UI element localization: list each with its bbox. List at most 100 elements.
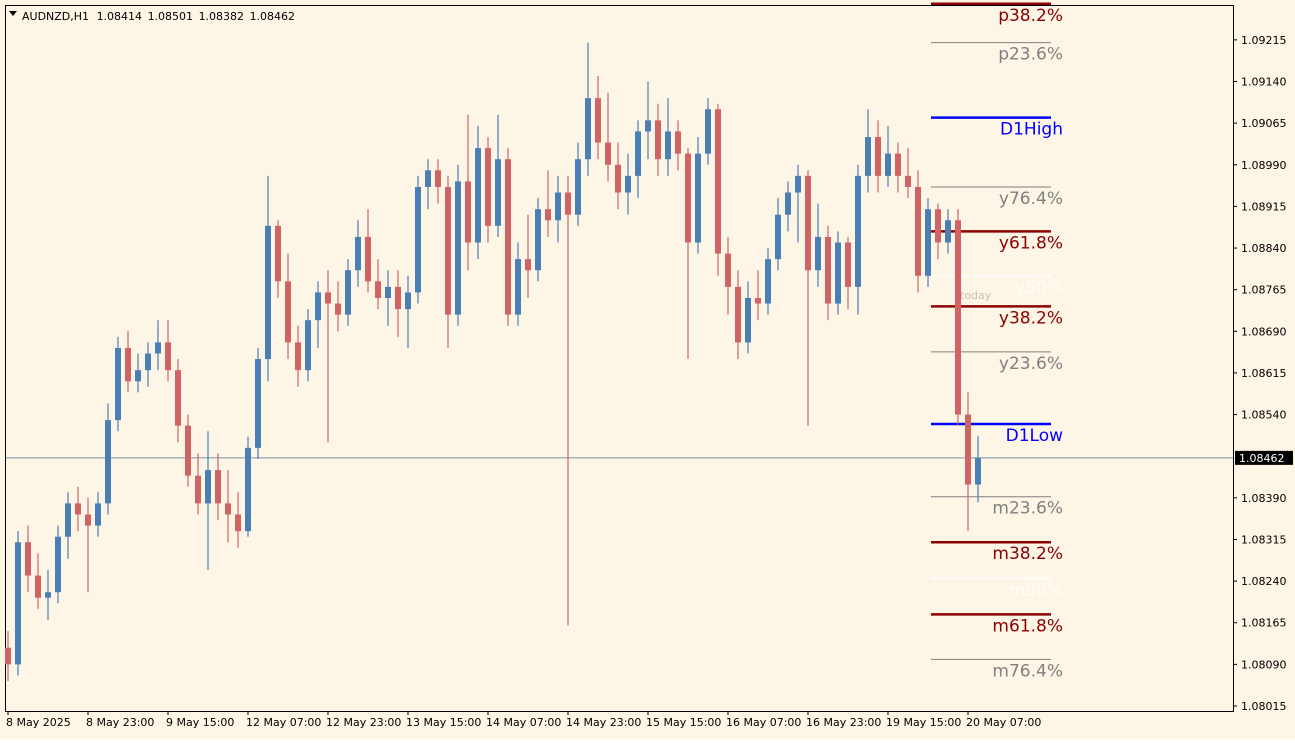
candle-body bbox=[185, 425, 191, 476]
candle-body bbox=[805, 175, 811, 271]
y-tick-label: 1.08765 bbox=[1241, 284, 1287, 297]
level-label: m23.6% bbox=[992, 499, 1063, 519]
y-tick-label: 1.09215 bbox=[1241, 34, 1287, 47]
menu-arrow bbox=[9, 11, 17, 16]
candle-body bbox=[75, 503, 81, 515]
candle-body bbox=[475, 148, 481, 243]
candle-body bbox=[815, 236, 821, 271]
candle-body bbox=[315, 292, 321, 321]
candle-body bbox=[295, 342, 301, 371]
candle-body bbox=[345, 270, 351, 315]
y-tick-label: 1.08090 bbox=[1241, 658, 1287, 671]
candle-body bbox=[225, 503, 231, 515]
candle-body bbox=[195, 475, 201, 504]
candle-body bbox=[305, 320, 311, 371]
candle-body bbox=[935, 209, 941, 243]
candle-body bbox=[655, 120, 661, 160]
x-tick-label: 12 May 07:00 bbox=[246, 716, 321, 729]
level-label: p38.2% bbox=[998, 6, 1063, 26]
candle-body bbox=[485, 148, 491, 226]
candle-body bbox=[215, 470, 221, 504]
x-tick-label: 9 May 15:00 bbox=[166, 716, 234, 729]
candle-body bbox=[715, 109, 721, 254]
candle-body bbox=[585, 98, 591, 160]
candle-body bbox=[615, 164, 621, 193]
y-tick-label: 1.09140 bbox=[1241, 75, 1287, 88]
level-label: y76.4% bbox=[999, 189, 1063, 209]
candle-body bbox=[865, 137, 871, 176]
candle-body bbox=[625, 175, 631, 193]
y-tick-label: 1.08690 bbox=[1241, 325, 1287, 338]
candle-body bbox=[665, 131, 671, 160]
x-tick-label: 13 May 15:00 bbox=[406, 716, 481, 729]
x-tick-label: 14 May 07:00 bbox=[486, 716, 561, 729]
candle-body bbox=[555, 192, 561, 221]
candle-body bbox=[825, 236, 831, 304]
axis: 1.08015 1.08090 1.08165 1.08240 1.08315 1.083… bbox=[6, 34, 1293, 729]
candle-body bbox=[395, 286, 401, 310]
candle-body bbox=[765, 259, 771, 304]
candle-body bbox=[875, 137, 881, 176]
candle-body bbox=[685, 153, 691, 243]
candle-body bbox=[455, 181, 461, 315]
x-tick-label: 16 May 07:00 bbox=[726, 716, 801, 729]
candle-body bbox=[125, 347, 131, 382]
y-tick-label: 1.08915 bbox=[1241, 200, 1287, 213]
candle-body bbox=[885, 153, 891, 176]
candle-body bbox=[535, 209, 541, 271]
candle-body bbox=[235, 514, 241, 532]
candle-body bbox=[105, 420, 111, 504]
symbol: AUDNZD,H1 bbox=[22, 10, 89, 23]
candle-body bbox=[505, 159, 511, 315]
candle-body bbox=[325, 292, 331, 304]
level-label: y23.6% bbox=[999, 354, 1063, 374]
candle-body bbox=[675, 131, 681, 154]
candle-body bbox=[975, 457, 981, 485]
x-tick-label: 14 May 23:00 bbox=[566, 716, 641, 729]
candle-body bbox=[355, 236, 361, 271]
candle-body bbox=[255, 359, 261, 448]
candle-body bbox=[445, 186, 451, 315]
candle-body bbox=[365, 236, 371, 282]
candle-body bbox=[495, 159, 501, 226]
candle-body bbox=[695, 153, 701, 243]
candle-body bbox=[915, 186, 921, 276]
y-tick-label: 1.08840 bbox=[1241, 242, 1287, 255]
candle-body bbox=[565, 192, 571, 215]
candle-body bbox=[835, 242, 841, 304]
candle-body bbox=[145, 353, 151, 371]
candle-body bbox=[5, 647, 11, 665]
candle-body bbox=[775, 214, 781, 260]
candle-body bbox=[405, 292, 411, 310]
level-label: p23.6% bbox=[998, 45, 1063, 65]
x-tick-label: 19 May 15:00 bbox=[886, 716, 961, 729]
candle-body bbox=[845, 242, 851, 287]
candle-body bbox=[165, 342, 171, 371]
price-box-label: 1.08462 bbox=[1239, 452, 1285, 465]
candle-body bbox=[705, 109, 711, 154]
candle-body bbox=[135, 370, 141, 382]
header: AUDNZD,H1 1.08414 1.08501 1.08382 1.0846… bbox=[22, 10, 295, 23]
candle-body bbox=[175, 370, 181, 426]
candle-body bbox=[895, 153, 901, 176]
candle-body bbox=[95, 503, 101, 526]
candle-body bbox=[55, 536, 61, 593]
candle-body bbox=[955, 220, 961, 415]
candle-body bbox=[15, 542, 21, 665]
candle-body bbox=[545, 209, 551, 221]
y-tick-label: 1.08315 bbox=[1241, 533, 1287, 546]
candle-body bbox=[265, 225, 271, 360]
x-tick-label: 8 May 23:00 bbox=[86, 716, 154, 729]
candle-body bbox=[855, 175, 861, 287]
candle-body bbox=[35, 575, 41, 598]
candle-body bbox=[755, 297, 761, 304]
candle-body bbox=[605, 142, 611, 165]
y-tick-label: 1.08615 bbox=[1241, 367, 1287, 380]
low-value: 1.08382 bbox=[199, 10, 245, 23]
annotation: today bbox=[960, 289, 992, 302]
y-tick-label: 1.08240 bbox=[1241, 575, 1287, 588]
candle-body bbox=[375, 281, 381, 298]
level-label: y50% bbox=[1015, 278, 1063, 298]
candle-body bbox=[635, 131, 641, 176]
